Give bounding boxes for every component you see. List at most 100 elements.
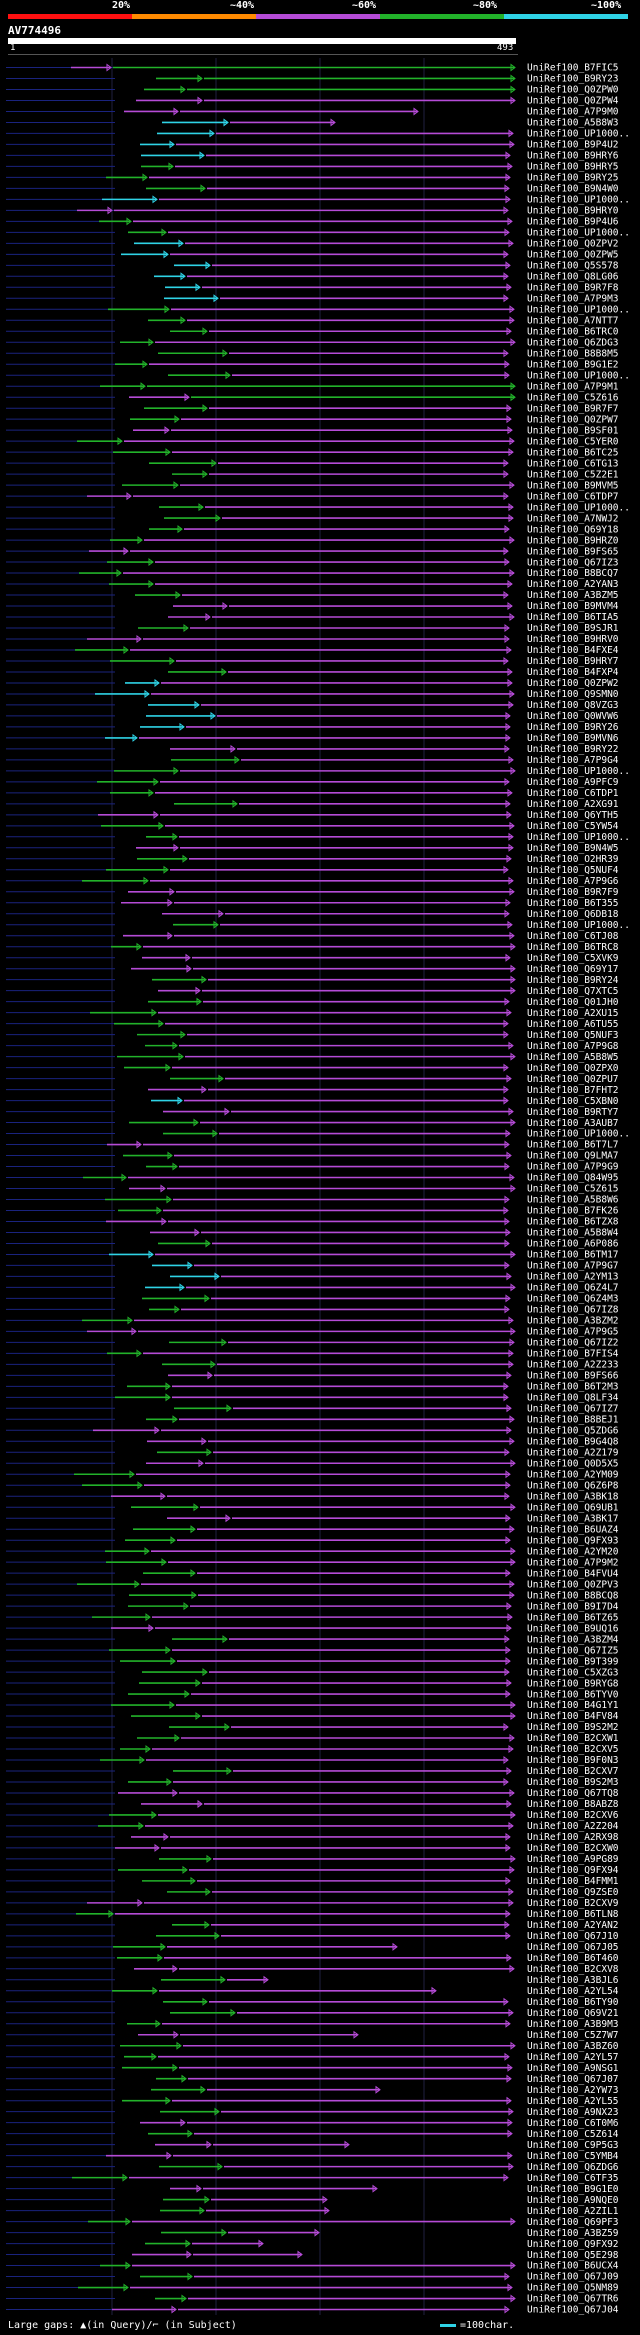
hit-label[interactable]: UniRef100_Q0ZPW5 (527, 250, 619, 261)
hit-label[interactable]: UniRef100_B9P4U2 (527, 140, 619, 151)
hit-label[interactable]: UniRef100_B9S2M2 (527, 1722, 619, 1733)
hit-label[interactable]: UniRef100_A7P9G5 (527, 1327, 619, 1338)
hit-label[interactable]: UniRef100_Q5NUF4 (527, 865, 619, 876)
hit-label[interactable]: UniRef100_A7NWJ2 (527, 513, 619, 524)
hit-label[interactable]: UniRef100_C5YER0 (527, 436, 619, 447)
hit-label[interactable]: UniRef100_C6TG13 (527, 458, 619, 469)
hit-label[interactable]: UniRef100_Q67TQ8 (527, 1788, 619, 1799)
hit-label[interactable]: UniRef100_A3BZ59 (527, 2228, 619, 2239)
hit-label[interactable]: UniRef100_B6TRC0 (527, 326, 619, 337)
hit-label[interactable]: UniRef100_A6TU55 (527, 1019, 619, 1030)
hit-label[interactable]: UniRef100_A5B8W6 (527, 1195, 619, 1206)
hit-label[interactable]: UniRef100_A7P9M0 (527, 107, 619, 118)
hit-label[interactable]: UniRef100_B7FIC5 (527, 63, 619, 74)
hit-label[interactable]: UniRef100_A3BJL6 (527, 1975, 619, 1986)
hit-label[interactable]: UniRef100_B9RY22 (527, 744, 619, 755)
hit-label[interactable]: UniRef100_Q69Y17 (527, 964, 619, 975)
hit-label[interactable]: UniRef100_Q7XTC5 (527, 986, 619, 997)
hit-label[interactable]: UniRef100_Q67J04 (527, 2305, 619, 2316)
hit-label[interactable]: UniRef100_A9NQE0 (527, 2195, 619, 2206)
hit-label[interactable]: UniRef100_B9MVM5 (527, 480, 619, 491)
hit-label[interactable]: UniRef100_C5Z615 (527, 1184, 619, 1195)
hit-label[interactable]: UniRef100_B8BEJ1 (527, 1414, 619, 1425)
hit-label[interactable]: UniRef100_UP1000.. (527, 370, 630, 381)
hit-label[interactable]: UniRef100_B6UCX4 (527, 2261, 619, 2272)
hit-label[interactable]: UniRef100_C6TDP1 (527, 788, 619, 799)
hit-label[interactable]: UniRef100_A9PFC9 (527, 777, 619, 788)
hit-label[interactable]: UniRef100_Q0ZPW7 (527, 414, 619, 425)
hit-label[interactable]: UniRef100_C5Z2E1 (527, 469, 619, 480)
hit-label[interactable]: UniRef100_A2YM20 (527, 1546, 619, 1557)
hit-label[interactable]: UniRef100_A2YAN3 (527, 579, 619, 590)
hit-label[interactable]: UniRef100_Q6ZDG3 (527, 337, 619, 348)
hit-label[interactable]: UniRef100_B6TY90 (527, 1997, 619, 2008)
hit-label[interactable]: UniRef100_A7P9G8 (527, 1041, 619, 1052)
hit-label[interactable]: UniRef100_Q5NUF3 (527, 1030, 619, 1041)
hit-label[interactable]: UniRef100_B9I7D4 (527, 1601, 619, 1612)
hit-label[interactable]: UniRef100_B8ABZ8 (527, 1799, 619, 1810)
hit-label[interactable]: UniRef100_A2YL57 (527, 2052, 619, 2063)
hit-label[interactable]: UniRef100_Q0ZPW4 (527, 96, 619, 107)
hit-label[interactable]: UniRef100_Q67IZ3 (527, 557, 619, 568)
hit-label[interactable]: UniRef100_B6TYV0 (527, 1689, 619, 1700)
hit-label[interactable]: UniRef100_Q67TR6 (527, 2294, 619, 2305)
hit-label[interactable]: UniRef100_B2CXV9 (527, 1898, 619, 1909)
hit-label[interactable]: UniRef100_B2CXV7 (527, 1766, 619, 1777)
hit-label[interactable]: UniRef100_A2ZIL1 (527, 2206, 619, 2217)
hit-label[interactable]: UniRef100_Q67J05 (527, 1942, 619, 1953)
hit-label[interactable]: UniRef100_A3BZM5 (527, 590, 619, 601)
hit-label[interactable]: UniRef100_C5XBN0 (527, 1096, 619, 1107)
hit-label[interactable]: UniRef100_B7FIS4 (527, 1349, 619, 1360)
hit-label[interactable]: UniRef100_B9RY23 (527, 74, 619, 85)
hit-label[interactable]: UniRef100_A7P9M3 (527, 293, 619, 304)
hit-label[interactable]: UniRef100_B9RY24 (527, 975, 619, 986)
hit-label[interactable]: UniRef100_A7P9G9 (527, 1162, 619, 1173)
hit-label[interactable]: UniRef100_Q69PF3 (527, 2217, 619, 2228)
hit-label[interactable]: UniRef100_A2Z179 (527, 1447, 619, 1458)
hit-label[interactable]: UniRef100_B9N4W0 (527, 184, 619, 195)
hit-label[interactable]: UniRef100_B9F0N3 (527, 1755, 619, 1766)
hit-label[interactable]: UniRef100_Q6ZDG6 (527, 2162, 619, 2173)
hit-label[interactable]: UniRef100_UP1000.. (527, 228, 630, 239)
hit-label[interactable]: UniRef100_C5Z614 (527, 2129, 619, 2140)
hit-label[interactable]: UniRef100_A6P086 (527, 1239, 619, 1250)
hit-label[interactable]: UniRef100_A7P9M2 (527, 1557, 619, 1568)
hit-label[interactable]: UniRef100_B2CXW0 (527, 1843, 619, 1854)
hit-label[interactable]: UniRef100_Q67J07 (527, 2074, 619, 2085)
hit-label[interactable]: UniRef100_Q67IZ8 (527, 1305, 619, 1316)
hit-label[interactable]: UniRef100_A2XG91 (527, 799, 619, 810)
hit-label[interactable]: UniRef100_UP1000.. (527, 195, 630, 206)
hit-label[interactable]: UniRef100_C5Z7W7 (527, 2030, 619, 2041)
hit-label[interactable]: UniRef100_Q0ZPV2 (527, 239, 619, 250)
hit-label[interactable]: UniRef100_B6T7L7 (527, 1140, 619, 1151)
hit-label[interactable]: UniRef100_B9R7F9 (527, 887, 619, 898)
hit-label[interactable]: UniRef100_A2YAN2 (527, 1920, 619, 1931)
hit-label[interactable]: UniRef100_Q0ZPU7 (527, 1074, 619, 1085)
hit-label[interactable]: UniRef100_Q69V21 (527, 2008, 619, 2019)
hit-label[interactable]: UniRef100_B6UAZ4 (527, 1524, 619, 1535)
hit-label[interactable]: UniRef100_C5XZG3 (527, 1667, 619, 1678)
hit-label[interactable]: UniRef100_Q67J10 (527, 1931, 619, 1942)
hit-label[interactable]: UniRef100_A3B9M3 (527, 2019, 619, 2030)
hit-label[interactable]: UniRef100_A2YM13 (527, 1272, 619, 1283)
hit-label[interactable]: UniRef100_B9RY26 (527, 722, 619, 733)
hit-label[interactable]: UniRef100_Q69UB1 (527, 1502, 619, 1513)
hit-label[interactable]: UniRef100_Q9LMA7 (527, 1151, 619, 1162)
hit-label[interactable]: UniRef100_Q6Z6P8 (527, 1480, 619, 1491)
hit-label[interactable]: UniRef100_B6T460 (527, 1953, 619, 1964)
hit-label[interactable]: UniRef100_Q5NM89 (527, 2283, 619, 2294)
hit-label[interactable]: UniRef100_B7FK26 (527, 1206, 619, 1217)
hit-label[interactable]: UniRef100_B2CXV5 (527, 1744, 619, 1755)
hit-label[interactable]: UniRef100_Q67IZ2 (527, 1338, 619, 1349)
hit-label[interactable]: UniRef100_A7P9M1 (527, 381, 619, 392)
hit-label[interactable]: UniRef100_Q5E298 (527, 2250, 619, 2261)
hit-label[interactable]: UniRef100_B7FHT2 (527, 1085, 619, 1096)
hit-label[interactable]: UniRef100_Q8VZG3 (527, 700, 619, 711)
hit-label[interactable]: UniRef100_A3BZM2 (527, 1316, 619, 1327)
hit-label[interactable]: UniRef100_Q0ZPW2 (527, 678, 619, 689)
hit-label[interactable]: UniRef100_Q9FX92 (527, 2239, 619, 2250)
hit-label[interactable]: UniRef100_B9HRV0 (527, 634, 619, 645)
hit-label[interactable]: UniRef100_A2YL54 (527, 1986, 619, 1997)
hit-label[interactable]: UniRef100_Q5S578 (527, 261, 619, 272)
hit-label[interactable]: UniRef100_B9N4W5 (527, 843, 619, 854)
